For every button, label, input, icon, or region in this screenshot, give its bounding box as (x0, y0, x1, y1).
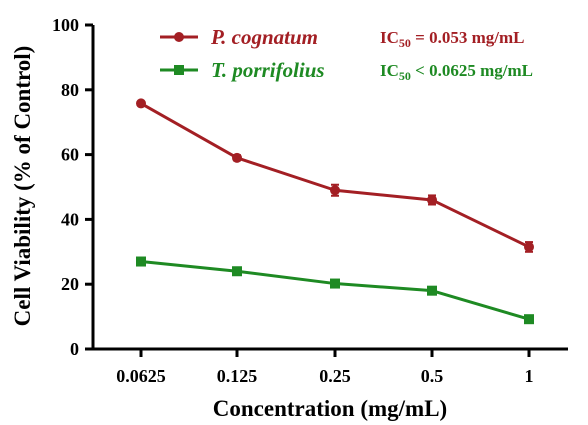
y-tick-label-60: 60 (61, 145, 79, 165)
series-line-p-cognatum (140, 102, 530, 249)
x-axis-title: Concentration (mg/mL) (213, 396, 447, 421)
x-tick-label-3: 0.5 (421, 366, 444, 386)
legend-marker-t-porrifolius (174, 65, 184, 75)
data-point-t-porrifolius-3 (427, 285, 437, 296)
y-tick-label-80: 80 (61, 80, 79, 100)
y-tick-label-40: 40 (61, 209, 79, 229)
legend-item-t-porrifolius: T. porrifolius IC50 < 0.0625 mg/mL (160, 58, 533, 83)
x-tick-label-4: 1 (525, 366, 534, 386)
data-point-p-cognatum-4 (524, 241, 534, 252)
y-axis-title: Cell Viability (% of Control) (10, 46, 35, 327)
series-layer (136, 98, 534, 325)
data-point-t-porrifolius-0 (136, 256, 146, 267)
axes (91, 25, 568, 351)
data-point-p-cognatum-2 (330, 185, 340, 196)
legend: P. cognatum IC50 = 0.053 mg/mL T. porrif… (160, 25, 533, 83)
legend-ic50-t-porrifolius: IC50 < 0.0625 mg/mL (380, 61, 533, 83)
y-tick-label-20: 20 (61, 274, 79, 294)
data-point-p-cognatum-0 (136, 98, 146, 109)
data-point-t-porrifolius-1 (232, 266, 242, 277)
x-tick-label-0: 0.0625 (116, 366, 166, 386)
legend-label-p-cognatum: P. cognatum (210, 25, 318, 49)
series-line-t-porrifolius (140, 260, 530, 321)
y-ticks: 0 20 40 60 80 100 (52, 15, 93, 359)
y-tick-label-100: 100 (52, 15, 79, 35)
legend-item-p-cognatum: P. cognatum IC50 = 0.053 mg/mL (160, 25, 524, 50)
data-point-t-porrifolius-4 (524, 314, 534, 325)
data-point-p-cognatum-3 (427, 194, 437, 205)
x-tick-label-1: 0.125 (217, 366, 258, 386)
legend-ic50-p-cognatum: IC50 = 0.053 mg/mL (380, 28, 524, 50)
data-point-p-cognatum-1 (232, 152, 242, 163)
legend-marker-p-cognatum (174, 32, 184, 42)
legend-label-t-porrifolius: T. porrifolius (211, 58, 325, 82)
data-point-t-porrifolius-2 (330, 278, 340, 289)
y-tick-label-0: 0 (70, 339, 79, 359)
x-tick-label-2: 0.25 (319, 366, 351, 386)
x-ticks: 0.0625 0.125 0.25 0.5 1 (116, 349, 534, 386)
